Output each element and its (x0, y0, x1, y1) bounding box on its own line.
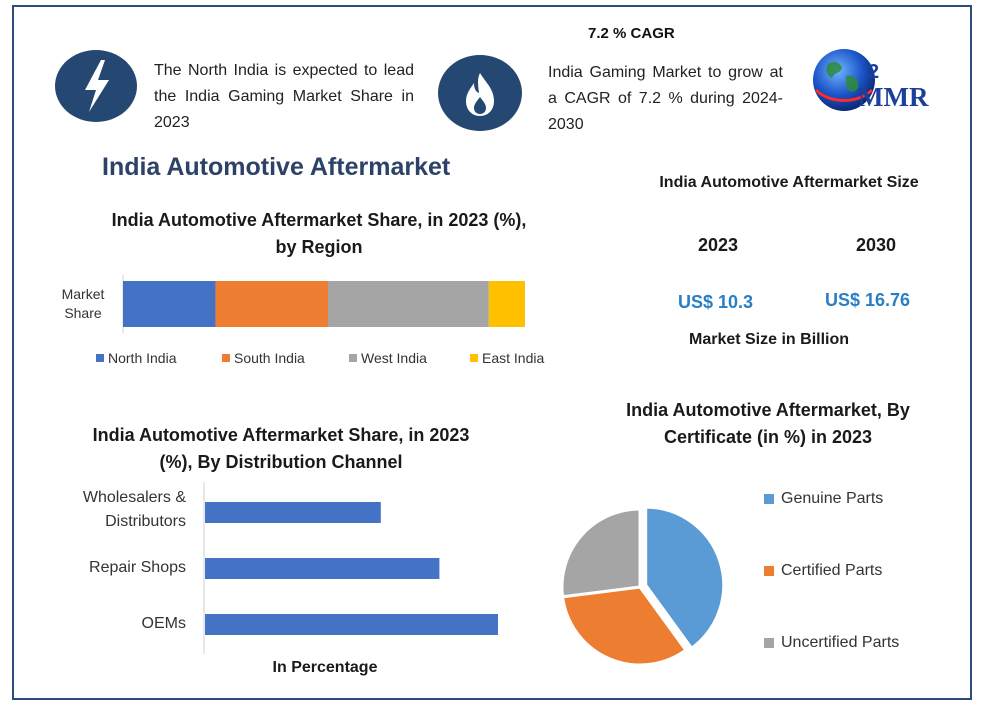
market-size-title: India Automotive Aftermarket Size (659, 174, 919, 191)
value-2030: US$ 16.76 (825, 290, 911, 310)
channel-chart-title: India Automotive Aftermarket Share, in 2… (90, 422, 472, 476)
certificate-chart-title-text: India Automotive Aftermarket, By Certifi… (626, 400, 910, 447)
certificate-chart-title: India Automotive Aftermarket, By Certifi… (610, 397, 926, 451)
legend-label: Certified Parts (781, 562, 883, 579)
legend-swatch (96, 354, 104, 362)
value-2023: US$ 10.3 (678, 292, 754, 312)
category-label-repair-shops: Repair Shops (89, 559, 186, 576)
legend-swatch (764, 638, 774, 648)
infographic-frame (12, 5, 972, 700)
region-chart-title: India Automotive Aftermarket Share, in 2… (100, 207, 538, 261)
legend-item-south-india: South India (222, 350, 305, 366)
region-category-label: Market Share (61, 286, 105, 321)
market-size-unit: Market Size in Billion (688, 331, 850, 348)
bar-segment-west-india (328, 281, 489, 327)
cagr-title: 7.2 % CAGR (588, 25, 675, 42)
globe-icon: 2 (813, 49, 879, 111)
legend-item-east-india: East India (470, 350, 544, 366)
certificate-pie-chart (560, 505, 726, 667)
legend-item-west-india: West India (349, 350, 427, 366)
bar-segment-north-india (123, 281, 216, 327)
bar-repair-shops (205, 558, 440, 579)
main-title: India Automotive Aftermarket (102, 153, 451, 181)
year-2023: 2023 (697, 235, 739, 255)
year-2030: 2030 (855, 235, 897, 255)
legend-label: North India (108, 350, 177, 366)
svg-text:2: 2 (868, 61, 879, 83)
category-label-wholesalers-distributors: Wholesalers & Distributors (82, 489, 186, 530)
logo-text: MMR (858, 82, 929, 112)
pie-slice-uncertified-parts (560, 507, 642, 599)
category-label-oems: OEMs (141, 615, 186, 632)
pie-slice-certified-parts (560, 585, 688, 667)
blurb-north-india: The North India is expected to lead the … (154, 62, 414, 131)
region-chart-title-text: India Automotive Aftermarket Share, in 2… (111, 210, 527, 257)
pie-slice-genuine-parts (644, 505, 726, 651)
bar-oems (205, 614, 498, 635)
legend-label: East India (482, 350, 545, 366)
legend-swatch (222, 354, 230, 362)
blurb-cagr: India Gaming Market to grow at a CAGR of… (548, 64, 783, 133)
legend-swatch (349, 354, 357, 362)
legend-label: South India (234, 350, 305, 366)
legend-label: West India (361, 350, 427, 366)
legend-label: Genuine Parts (781, 490, 884, 507)
pie-legend-item-uncertified-parts: Uncertified Parts (764, 634, 899, 652)
legend-swatch (470, 354, 478, 362)
channel-chart-title-text: India Automotive Aftermarket Share, in 2… (92, 425, 470, 472)
legend-label: Uncertified Parts (781, 634, 900, 651)
bar-segment-south-india (215, 281, 329, 327)
flame-icon (438, 55, 522, 131)
region-stacked-bar-chart (122, 275, 525, 333)
legend-swatch (764, 494, 774, 504)
channel-xlabel: In Percentage (272, 659, 378, 676)
pie-legend-item-genuine-parts: Genuine Parts (764, 490, 883, 508)
channel-bar-chart (203, 482, 498, 654)
pie-legend-item-certified-parts: Certified Parts (764, 562, 882, 580)
bar-segment-east-india (488, 281, 525, 327)
legend-swatch (764, 566, 774, 576)
lightning-bolt-icon (55, 50, 137, 122)
bar-wholesalers-distributors (205, 502, 381, 523)
mmr-logo: 2 MMR (810, 46, 945, 116)
legend-item-north-india: North India (96, 350, 176, 366)
